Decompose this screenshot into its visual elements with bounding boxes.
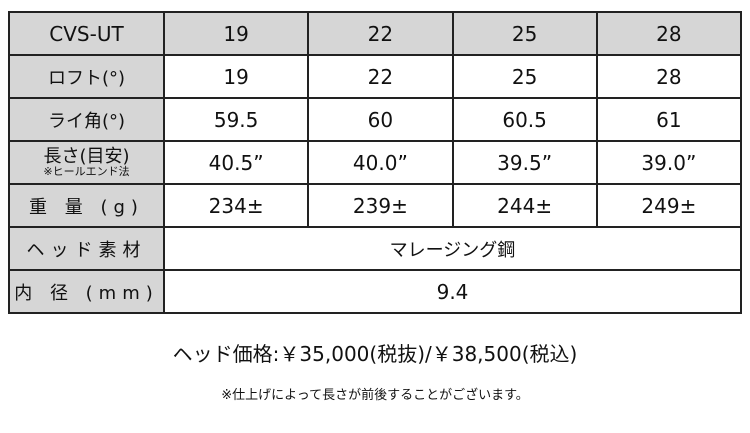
spec-table: CVS-UT 19 22 25 28 ロフト(°) 19 22 25 28 ライ… [8, 11, 743, 314]
cell: 249± [595, 183, 743, 228]
cell: 40.5” [162, 140, 310, 185]
table-row: ライ角(°) 59.5 60 60.5 61 [8, 97, 743, 142]
row-label: 重 量 (g) [8, 183, 165, 228]
cell: 239± [307, 183, 454, 228]
row-label-sub: ※ヒールエンド法 [43, 164, 130, 178]
table-row: 長さ(目安) ※ヒールエンド法 40.5” 40.0” 39.5” 39.0” [8, 140, 743, 185]
cell: 60.5 [451, 97, 598, 142]
header-loft: 19 [162, 11, 310, 56]
table-row: 内 径 (mm) 9.4 [8, 269, 742, 314]
cell: 244± [451, 183, 598, 228]
cell: 39.0” [595, 140, 743, 185]
cell-merged: 9.4 [163, 269, 742, 314]
table-header-row: CVS-UT 19 22 25 28 [8, 11, 743, 56]
row-label: ロフト(°) [8, 54, 165, 99]
cell: 234± [162, 183, 310, 228]
table-row: ヘッド素材 マレージング鋼 [8, 226, 742, 271]
cell: 59.5 [162, 97, 310, 142]
cell: 39.5” [451, 140, 598, 185]
cell-merged: マレージング鋼 [163, 226, 742, 271]
header-loft: 25 [451, 11, 598, 56]
footnote: ※仕上げによって長さが前後することがございます。 [221, 388, 529, 403]
row-label: 長さ(目安) ※ヒールエンド法 [8, 140, 165, 185]
cell: 25 [451, 54, 598, 99]
cell: 19 [162, 54, 310, 99]
row-label: ライ角(°) [8, 97, 165, 142]
cell: 61 [595, 97, 743, 142]
header-model: CVS-UT [8, 11, 165, 56]
cell: 28 [595, 54, 743, 99]
cell: 40.0” [307, 140, 454, 185]
row-label: 内 径 (mm) [8, 269, 165, 314]
header-loft: 28 [595, 11, 743, 56]
head-price: ヘッド価格:￥35,000(税抜)/￥38,500(税込) [172, 342, 578, 366]
header-loft: 22 [307, 11, 454, 56]
row-label-main: 長さ(目安) [43, 145, 130, 167]
table-row: ロフト(°) 19 22 25 28 [8, 54, 743, 99]
cell: 22 [307, 54, 454, 99]
row-label: ヘッド素材 [8, 226, 165, 271]
cell: 60 [307, 97, 454, 142]
table-row: 重 量 (g) 234± 239± 244± 249± [8, 183, 743, 228]
